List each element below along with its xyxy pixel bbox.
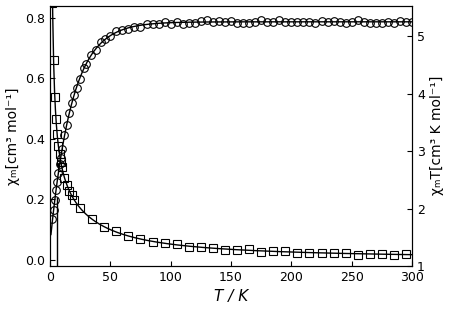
Y-axis label: χₘ[cm³ mol⁻¹]: χₘ[cm³ mol⁻¹] [5,87,19,184]
X-axis label: T / K: T / K [214,290,248,304]
Y-axis label: χₘT[cm³ K mol⁻¹]: χₘT[cm³ K mol⁻¹] [431,76,445,196]
